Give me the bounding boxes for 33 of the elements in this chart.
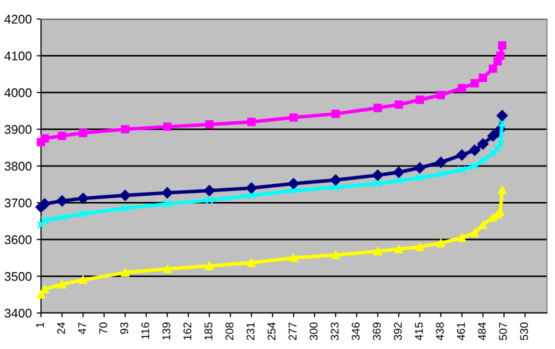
x-tick-label: 484 [478,322,486,340]
x-tick-label: 139 [162,322,170,340]
x-tick-label: 70 [99,322,108,334]
x-tick-label: 438 [436,322,444,340]
x-tick-label: 277 [288,322,296,340]
x-tick-label: 254 [268,322,276,340]
x-tick-label: 47 [78,322,86,334]
x-tick-label: 185 [204,322,212,340]
x-tick-label: 116 [141,322,150,339]
x-tick-label: 346 [352,322,360,340]
x-tick-label: 530 [520,322,528,340]
y-tick-label: 3400 [4,308,32,318]
y-tick-label: 4000 [4,88,32,98]
x-tick-label: 300 [310,322,318,340]
x-tick-label: 1 [36,322,44,328]
y-tick-label: 3600 [4,235,32,244]
x-tick-label: 93 [120,322,128,334]
x-tick-label: 369 [372,322,381,340]
x-tick-label: 507 [499,322,507,340]
x-tick-label: 162 [183,322,192,340]
y-tick-label: 4200 [4,14,32,24]
x-tick-label: 323 [330,322,339,340]
x-tick-label: 415 [415,322,423,340]
y-tick-label: 4100 [4,52,32,60]
x-tick-label: 231 [246,322,254,340]
x-tick-label: 208 [226,322,234,340]
y-tick-label: 3900 [4,125,32,134]
x-tick-label: 461 [457,322,465,340]
y-tick-label: 3800 [4,162,32,171]
y-tick-label: 3700 [4,198,32,208]
x-tick-label: 392 [394,322,402,340]
y-tick-label: 3500 [4,272,32,281]
x-tick-label: 24 [57,322,65,334]
